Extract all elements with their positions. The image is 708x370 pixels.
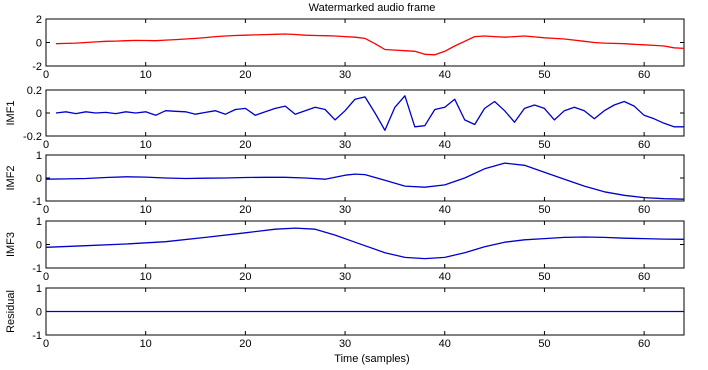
x-tick-label: 30 <box>339 139 351 151</box>
y-tick-label: -2 <box>32 61 42 73</box>
x-tick-label: 60 <box>638 338 650 350</box>
y-tick-label: 0 <box>36 38 42 50</box>
y-tick-label: 0 <box>36 173 42 185</box>
x-tick-label: 60 <box>638 204 650 216</box>
y-tick-label: 1 <box>36 216 42 228</box>
y-axis-label-4: IMF3 <box>5 232 17 257</box>
x-tick-label: 30 <box>339 338 351 350</box>
x-tick-label: 20 <box>239 204 251 216</box>
series-line-2 <box>55 95 684 131</box>
subplot-1: 0 10 20 30 40 50 60-202 <box>32 14 685 81</box>
y-tick-label: -1 <box>32 330 42 342</box>
y-axis-label-2: IMF1 <box>5 100 17 125</box>
y-tick-label: -1 <box>32 196 42 208</box>
y-axis-label-3: IMF2 <box>5 165 17 190</box>
x-axis-label: Time (samples) <box>334 353 409 365</box>
x-tick-label: 20 <box>239 271 251 283</box>
x-tick-label: 40 <box>439 139 451 151</box>
x-tick-label: 30 <box>339 69 351 81</box>
x-tick-label: 50 <box>538 338 550 350</box>
x-tick-label: 10 <box>140 139 152 151</box>
y-tick-label: 0.2 <box>27 85 42 97</box>
series-line-3 <box>45 162 685 200</box>
y-tick-label: 0 <box>36 108 42 120</box>
x-tick-label: 0 <box>43 139 49 151</box>
x-tick-label: 40 <box>439 204 451 216</box>
x-tick-label: 50 <box>538 139 550 151</box>
x-tick-label: 30 <box>339 271 351 283</box>
x-tick-label: 40 <box>439 338 451 350</box>
y-tick-label: -0.2 <box>23 131 42 143</box>
x-tick-label: 30 <box>339 204 351 216</box>
x-tick-label: 50 <box>538 69 550 81</box>
x-tick-label: 10 <box>140 271 152 283</box>
x-tick-label: 60 <box>638 139 650 151</box>
x-tick-label: 0 <box>43 69 49 81</box>
x-tick-label: 0 <box>43 338 49 350</box>
y-tick-label: 0 <box>36 307 42 319</box>
x-tick-label: 50 <box>538 271 550 283</box>
subplot-3-frame <box>45 154 685 202</box>
x-tick-label: 0 <box>43 204 49 216</box>
x-tick-label: 10 <box>140 338 152 350</box>
x-tick-label: 20 <box>239 69 251 81</box>
y-tick-label: 0 <box>36 240 42 252</box>
y-tick-label: -1 <box>32 263 42 275</box>
x-tick-label: 20 <box>239 338 251 350</box>
series-line-1 <box>55 33 685 56</box>
figure-title: Watermarked audio frame <box>309 2 436 14</box>
x-tick-label: 10 <box>140 204 152 216</box>
y-axis-label-5: Residual <box>5 290 17 333</box>
y-tick-label: 1 <box>36 150 42 162</box>
subplot-1-frame <box>45 18 685 67</box>
x-tick-label: 60 <box>638 271 650 283</box>
series-line-4 <box>45 227 685 260</box>
x-tick-label: 0 <box>43 271 49 283</box>
x-tick-label: 20 <box>239 139 251 151</box>
x-tick-label: 10 <box>140 69 152 81</box>
x-tick-label: 40 <box>439 271 451 283</box>
y-tick-label: 1 <box>36 283 42 295</box>
x-tick-label: 50 <box>538 204 550 216</box>
subplot-4-frame <box>45 220 685 269</box>
x-tick-label: 40 <box>439 69 451 81</box>
y-tick-label: 2 <box>36 14 42 26</box>
x-tick-label: 60 <box>638 69 650 81</box>
